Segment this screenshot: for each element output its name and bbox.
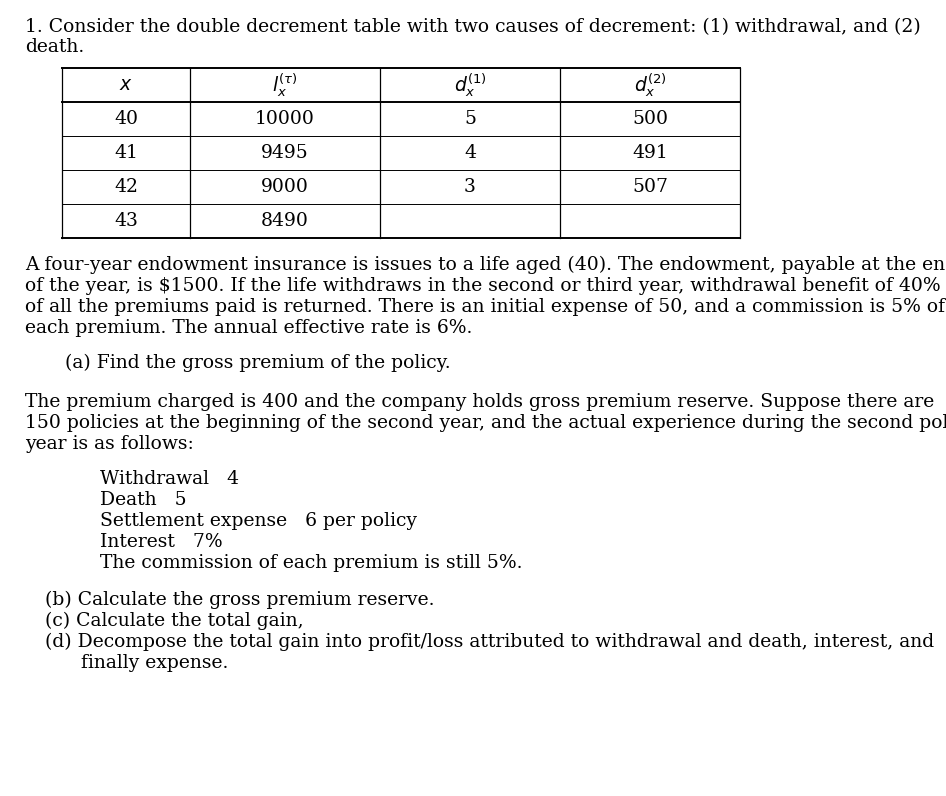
Text: 43: 43 xyxy=(114,212,138,230)
Text: The commission of each premium is still 5%.: The commission of each premium is still … xyxy=(100,554,522,572)
Text: 150 policies at the beginning of the second year, and the actual experience duri: 150 policies at the beginning of the sec… xyxy=(25,414,946,432)
Text: $d_x^{(1)}$: $d_x^{(1)}$ xyxy=(453,71,486,99)
Text: death.: death. xyxy=(25,38,84,56)
Text: 4: 4 xyxy=(464,144,476,162)
Text: (a) Find the gross premium of the policy.: (a) Find the gross premium of the policy… xyxy=(65,354,450,373)
Text: (c) Calculate the total gain,: (c) Calculate the total gain, xyxy=(45,612,304,630)
Text: Withdrawal   4: Withdrawal 4 xyxy=(100,470,239,488)
Text: 491: 491 xyxy=(632,144,668,162)
Text: 1. Consider the double decrement table with two causes of decrement: (1) withdra: 1. Consider the double decrement table w… xyxy=(25,18,920,36)
Text: 40: 40 xyxy=(114,110,138,128)
Text: The premium charged is 400 and the company holds gross premium reserve. Suppose : The premium charged is 400 and the compa… xyxy=(25,393,935,411)
Text: of all the premiums paid is returned. There is an initial expense of 50, and a c: of all the premiums paid is returned. Th… xyxy=(25,298,945,316)
Text: 42: 42 xyxy=(114,178,138,196)
Text: 10000: 10000 xyxy=(255,110,315,128)
Text: Settlement expense   6 per policy: Settlement expense 6 per policy xyxy=(100,512,417,530)
Text: finally expense.: finally expense. xyxy=(45,654,228,672)
Text: 5: 5 xyxy=(464,110,476,128)
Text: Interest   7%: Interest 7% xyxy=(100,533,222,551)
Text: 507: 507 xyxy=(632,178,668,196)
Text: 9000: 9000 xyxy=(261,178,309,196)
Text: of the year, is $1500. If the life withdraws in the second or third year, withdr: of the year, is $1500. If the life withd… xyxy=(25,277,940,295)
Text: Death   5: Death 5 xyxy=(100,491,186,509)
Text: 500: 500 xyxy=(632,110,668,128)
Text: 8490: 8490 xyxy=(261,212,309,230)
Text: $x$: $x$ xyxy=(119,76,132,94)
Text: 3: 3 xyxy=(464,178,476,196)
Text: 9495: 9495 xyxy=(261,144,309,162)
Text: (b) Calculate the gross premium reserve.: (b) Calculate the gross premium reserve. xyxy=(45,591,434,609)
Text: (d) Decompose the total gain into profit/loss attributed to withdrawal and death: (d) Decompose the total gain into profit… xyxy=(45,633,934,651)
Text: $l_x^{(\tau)}$: $l_x^{(\tau)}$ xyxy=(272,71,298,99)
Text: 41: 41 xyxy=(114,144,138,162)
Text: year is as follows:: year is as follows: xyxy=(25,435,194,453)
Text: each premium. The annual effective rate is 6%.: each premium. The annual effective rate … xyxy=(25,319,472,337)
Text: A four-year endowment insurance is issues to a life aged (40). The endowment, pa: A four-year endowment insurance is issue… xyxy=(25,256,946,275)
Text: $d_x^{(2)}$: $d_x^{(2)}$ xyxy=(634,71,666,99)
